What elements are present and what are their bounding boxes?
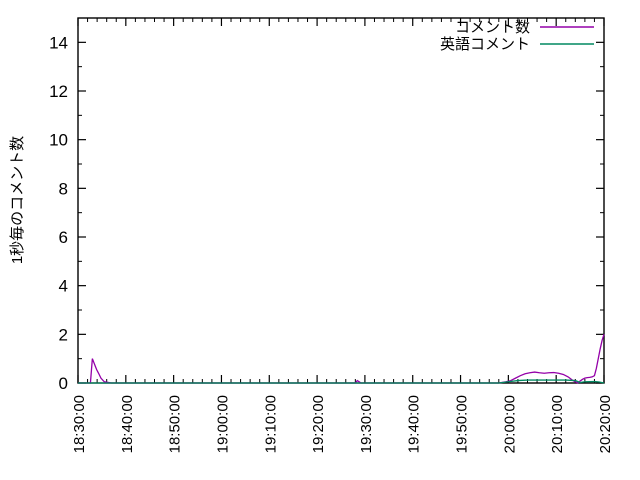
- y-tick-label: 12: [49, 82, 68, 101]
- x-tick-label: 20:00:00: [501, 395, 518, 453]
- x-axis-tick-labels: 18:30:00 18:40:00 18:50:00 19:00:00 19:10:00…: [71, 395, 614, 453]
- x-tick-label: 19:00:00: [214, 395, 231, 453]
- x-tick-label: 19:10:00: [262, 395, 279, 453]
- y-tick-label: 14: [49, 33, 68, 52]
- x-tick-label: 18:40:00: [119, 395, 136, 453]
- y-tick-label: 4: [59, 277, 68, 296]
- plot-area-border: [77, 17, 605, 384]
- y-tick-label: 8: [59, 179, 68, 198]
- y-axis-title: 1秒毎のコメント数: [9, 136, 26, 264]
- y-axis-tick-labels: 0 2 4 6 8 10 12 14: [49, 33, 68, 393]
- x-tick-label: 20:10:00: [549, 395, 566, 453]
- series-line-2: [78, 379, 605, 384]
- y-tick-label: 6: [59, 228, 68, 247]
- x-tick-label: 19:30:00: [358, 395, 375, 453]
- x-axis-ticks: [77, 18, 605, 383]
- legend-label-2: 英語コメント: [440, 35, 530, 53]
- x-tick-label: 19:50:00: [454, 395, 471, 453]
- y-tick-label: 2: [59, 325, 68, 344]
- x-tick-label: 18:50:00: [167, 395, 184, 453]
- y-axis-ticks: [78, 17, 604, 384]
- x-tick-label: 20:20:00: [597, 395, 614, 453]
- y-tick-label: 10: [49, 131, 68, 150]
- x-tick-label: 18:30:00: [71, 395, 88, 453]
- series-line-1: [78, 334, 605, 384]
- legend-label-1: コメント数: [455, 19, 530, 36]
- x-tick-label: 19:20:00: [310, 395, 327, 453]
- y-tick-label: 0: [59, 374, 68, 393]
- data-series-group: [78, 334, 605, 384]
- x-tick-label: 19:40:00: [406, 395, 423, 453]
